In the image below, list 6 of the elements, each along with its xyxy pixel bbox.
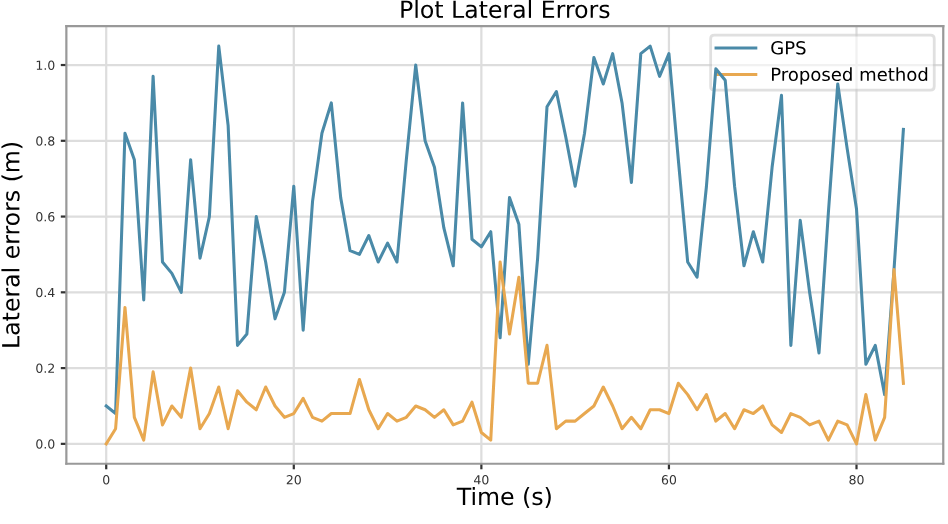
legend-label: Proposed method (772, 67, 928, 85)
x-axis-title: Time (s) (456, 486, 551, 508)
legend-label: GPS (771, 40, 806, 55)
y-axis-title: Lateral errors (m) (1, 142, 23, 347)
chart-title: Plot Lateral Errors (401, 0, 610, 19)
line-series (104, 260, 905, 446)
